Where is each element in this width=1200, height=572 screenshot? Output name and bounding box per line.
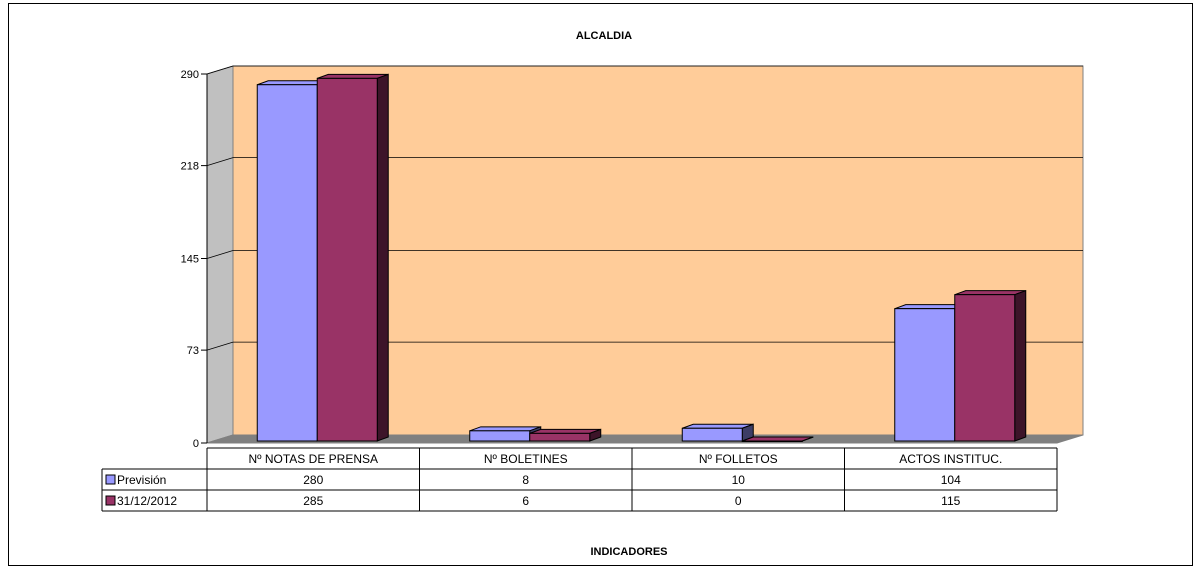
bar-front [469,430,531,442]
y-tick-label: 0 [193,438,199,450]
category-label: Nº BOLETINES [484,452,568,466]
bar-front [681,427,743,442]
category-label: ACTOS INSTITUC. [899,452,1002,466]
y-tick-label: 290 [181,69,199,81]
bar [954,289,1027,442]
bar [316,73,389,442]
bar [741,436,814,442]
legend-swatch [105,474,116,485]
gridline-side [206,341,234,351]
data-value: 104 [941,473,961,487]
gridline-side [206,157,234,166]
bar-side [1014,289,1027,442]
bar-front [894,308,956,442]
bar-front [529,432,591,442]
data-value: 285 [303,494,323,508]
data-value: 280 [303,473,323,487]
bar-chart: 0 73 145 218 290 Nº NOTAS DE PRENSA Nº BOLETI… [101,30,1084,558]
bars [256,73,1027,442]
bar-side [376,73,389,442]
bar-front [256,84,318,442]
bar-front [741,440,803,442]
bar-front [316,77,378,442]
x-axis-title: INDICADORES [590,546,667,558]
y-tick-label: 218 [181,161,199,173]
y-tick-label: 145 [181,254,199,266]
data-value: 10 [732,473,746,487]
category-label: Nº FOLLETOS [699,452,778,466]
y-axis: 0 73 145 218 290 [181,69,208,450]
bar-side [802,436,814,442]
y-tick-label: 73 [187,345,199,357]
bar-front [954,294,1016,442]
category-label: Nº NOTAS DE PRENSA [248,452,378,466]
legend-label: Previsión [117,473,166,487]
data-value: 0 [735,494,742,508]
data-value: 115 [941,494,960,508]
legend-label: 31/12/2012 [117,494,177,508]
data-table: Nº NOTAS DE PRENSA Nº BOLETINES Nº FOLLETO… [101,447,1058,512]
chart-title: ALCALDIA [576,30,632,42]
legend-swatch [105,495,116,506]
bar [681,423,754,442]
chart-frame: 0 73 145 218 290 Nº NOTAS DE PRENSA Nº BOLETI… [8,3,1193,566]
data-value: 8 [522,473,529,487]
bar [529,428,602,442]
gridline-side [206,250,234,259]
gridline-side [206,65,234,75]
data-value: 6 [522,494,529,508]
